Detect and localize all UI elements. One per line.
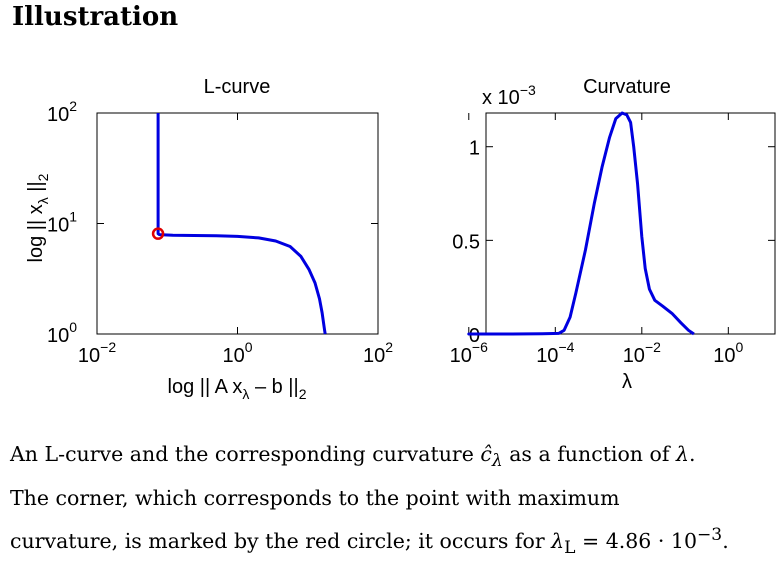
curvature-chart: Curvature x 10−3 λ 10−6 10−4 10−2 100 0 0.5 1 xyxy=(450,76,776,393)
figure-caption: An L-curve and the corresponding curvatu… xyxy=(10,436,775,567)
svg-text:log || xλ ||2: log || xλ ||2 xyxy=(25,173,51,262)
caption-line-1: An L-curve and the corresponding curvatu… xyxy=(10,442,696,472)
curvature-xlabel: λ xyxy=(622,371,632,393)
lcurve-ylabel: log || xλ ||2 xyxy=(25,173,51,262)
lcurve-series-line xyxy=(156,113,327,335)
curvature-scale-factor: x 10−3 xyxy=(482,82,536,109)
lcurve-xlabel: log || A xλ – b ||2 xyxy=(168,376,307,402)
lcurve-title: L-curve xyxy=(204,76,271,98)
caption-line-3: curvature, is marked by the red circle; … xyxy=(10,525,729,559)
lcurve-x-tick-label: 10−2 xyxy=(78,339,116,367)
figure: L-curve log || xλ ||2 log || A xλ – b ||… xyxy=(25,76,776,402)
curvature-x-tick-label: 10−2 xyxy=(623,339,661,367)
lcurve-y-tick-label: 100 xyxy=(47,319,77,347)
curvature-y-tick-label: 1 xyxy=(469,138,480,160)
lcurve-x-tick-label: 102 xyxy=(363,339,393,367)
curvature-axes-box xyxy=(485,112,776,335)
curvature-x-tick-label: 10−6 xyxy=(450,339,488,367)
lcurve-axes-box xyxy=(96,112,379,335)
lcurve-x-tick-label: 100 xyxy=(222,339,252,367)
lcurve-chart: L-curve log || xλ ||2 log || A xλ – b ||… xyxy=(25,76,393,402)
curvature-x-tick-label: 10−4 xyxy=(536,339,574,367)
curvature-title: Curvature xyxy=(583,76,671,98)
curvature-x-tick-label: 100 xyxy=(713,339,743,367)
section-heading: Illustration xyxy=(12,2,179,32)
curvature-series-line xyxy=(467,111,695,336)
curvature-y-tick-label: 0.5 xyxy=(452,231,480,253)
lcurve-y-tick-label: 101 xyxy=(47,209,77,237)
lcurve-y-tick-label: 102 xyxy=(47,98,77,126)
curvature-y-tick-label: 0 xyxy=(469,325,480,347)
caption-line-2: The corner, which corresponds to the poi… xyxy=(10,486,620,511)
lcurve-corner-marker xyxy=(151,227,165,240)
